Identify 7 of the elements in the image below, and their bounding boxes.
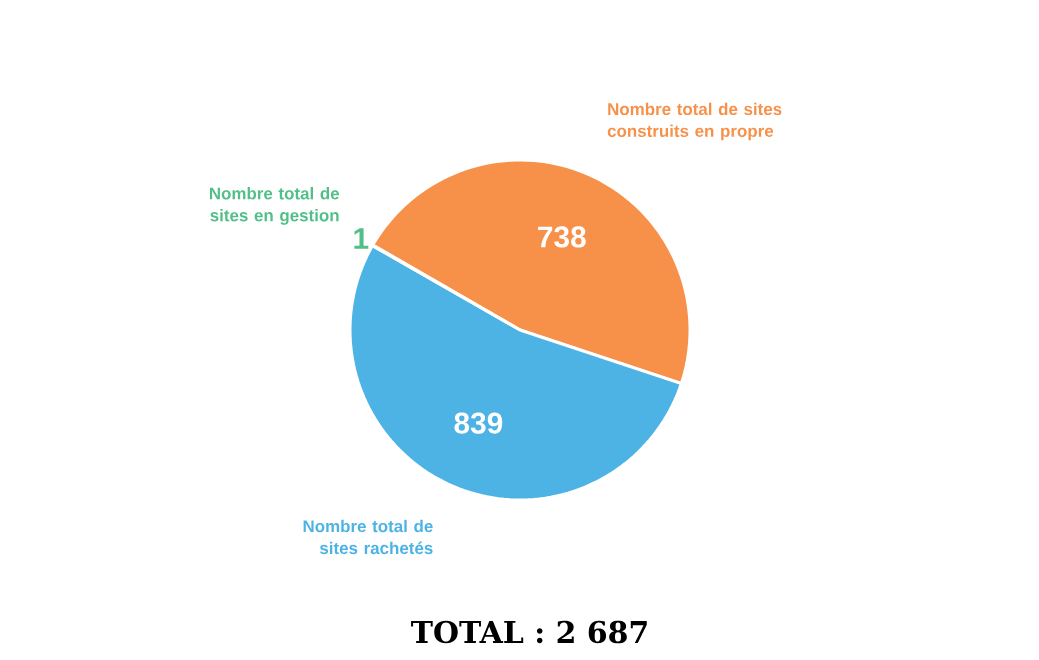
data-label: 1 bbox=[354, 228, 369, 249]
data-label: 839 bbox=[454, 412, 503, 434]
slice-label: Nombre total de sites construits en propre bbox=[607, 102, 782, 141]
text: TOTAL : 2 687 bbox=[411, 620, 647, 644]
data-label: 738 bbox=[538, 226, 586, 248]
slice-label: Nombre total de sites rachetés bbox=[303, 519, 433, 555]
slice-label: Nombre total de sites en gestion bbox=[209, 187, 340, 225]
